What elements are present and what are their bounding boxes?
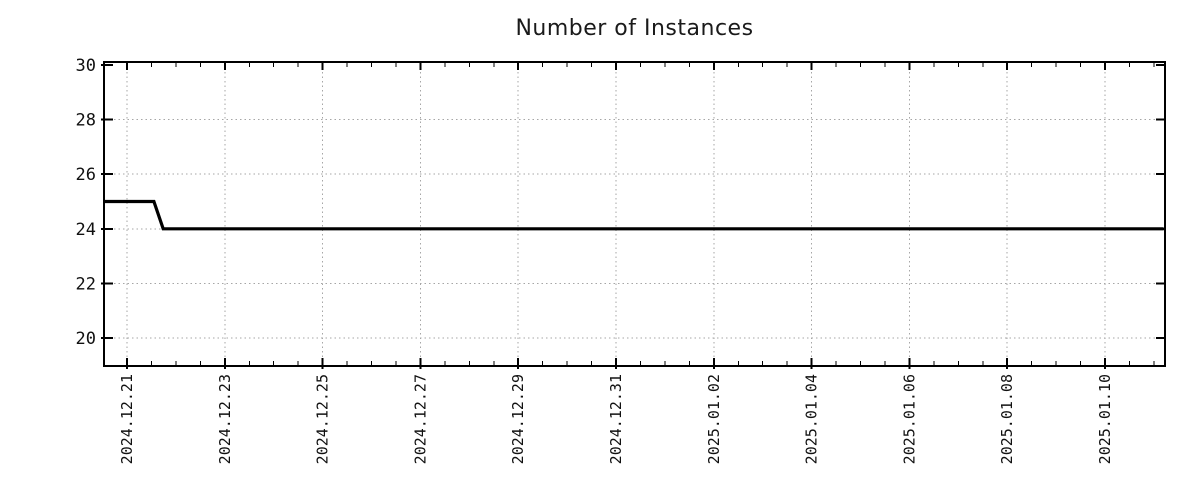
y-tick-label: 28 bbox=[76, 111, 96, 131]
x-tick-label: 2024.12.25 bbox=[314, 374, 332, 464]
x-tick-label: 2025.01.02 bbox=[705, 374, 723, 464]
y-tick-label: 24 bbox=[76, 220, 96, 240]
x-tick-label: 2024.12.31 bbox=[607, 374, 625, 464]
x-tick-label: 2025.01.08 bbox=[998, 374, 1016, 464]
y-tick-label: 26 bbox=[76, 165, 96, 185]
x-tick-label: 2025.01.04 bbox=[803, 374, 821, 464]
plot-border bbox=[103, 61, 1166, 367]
chart-title: Number of Instances bbox=[515, 16, 754, 41]
y-tick-label: 30 bbox=[76, 56, 96, 76]
x-tick-label: 2025.01.06 bbox=[900, 374, 918, 464]
y-tick-label: 22 bbox=[76, 274, 96, 294]
x-tick-label: 2025.01.10 bbox=[1096, 374, 1114, 464]
y-tick-label: 20 bbox=[76, 329, 96, 349]
x-tick-label: 2024.12.29 bbox=[509, 374, 527, 464]
x-tick-label: 2024.12.23 bbox=[216, 374, 234, 464]
x-tick-label: 2024.12.21 bbox=[118, 374, 136, 464]
series-line bbox=[105, 199, 1164, 231]
x-tick-label: 2024.12.27 bbox=[411, 374, 429, 464]
